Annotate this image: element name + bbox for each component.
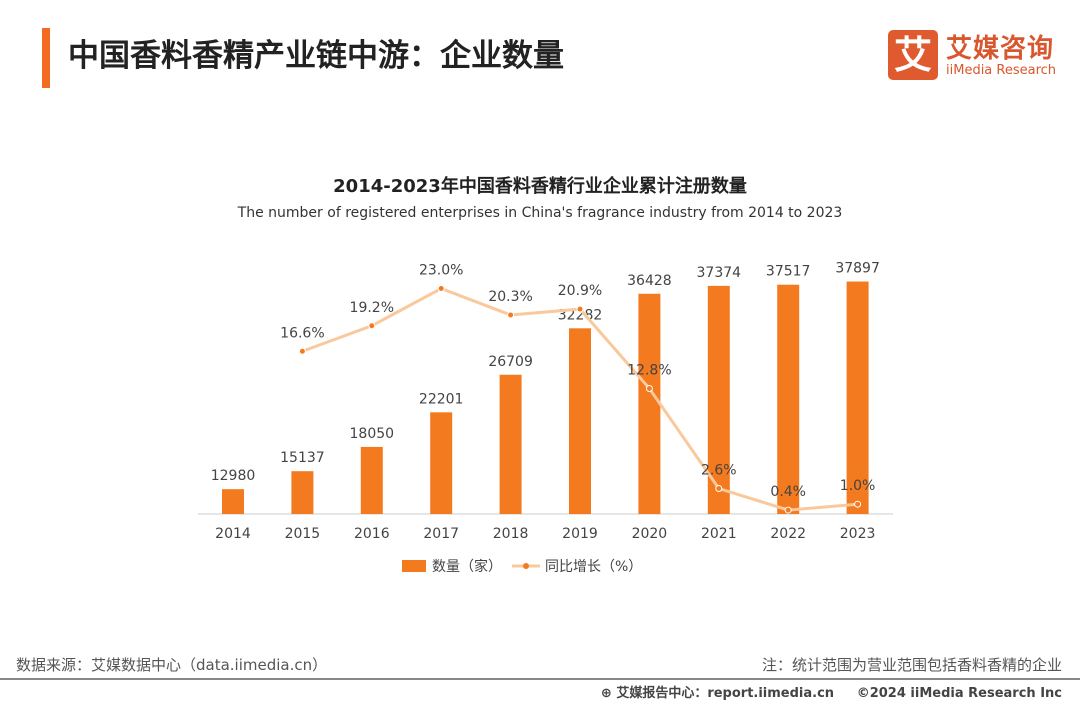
x-tick-2019: 2019 [562,526,598,542]
growth-label-2019: 20.9% [558,283,602,299]
bar-label-2015: 15137 [280,450,325,466]
growth-label-2016: 19.2% [350,300,394,316]
bar-label-2020: 36428 [627,273,672,289]
x-tick-2018: 2018 [493,526,529,542]
bar-label-2022: 37517 [766,264,811,280]
growth-point-2015 [298,347,306,355]
title-accent-bar [42,28,50,88]
legend-bar-swatch [402,560,426,572]
legend-line-marker [523,563,529,569]
x-tick-2023: 2023 [840,526,876,542]
data-source: 数据来源：艾媒数据中心（data.iimedia.cn） [16,656,328,674]
growth-label-2020: 12.8% [627,363,671,379]
growth-point-2020 [645,385,653,393]
legend-line-label: 同比增长（%） [545,559,642,575]
page-title: 中国香料香精产业链中游：企业数量 [68,38,564,74]
bar-label-2014: 12980 [211,468,256,484]
note: 注：统计范围为营业范围包括香料香精的企业 [761,656,1062,674]
legend-bar-label: 数量（家） [432,558,502,575]
chart-title: 2014-2023年中国香料香精行业企业累计注册数量 [333,176,747,197]
bar-label-2018: 26709 [488,354,533,370]
x-tick-2022: 2022 [770,526,806,542]
globe-icon: ⊕ [600,686,617,701]
bar-2017 [430,412,453,514]
x-tick-2016: 2016 [354,526,390,542]
logo-cn: 艾媒咨询 [946,34,1055,64]
bar-2019 [569,328,591,514]
chart-subtitle: The number of registered enterprises in … [237,205,843,221]
growth-label-2015: 16.6% [280,325,324,341]
bar-2023 [846,281,869,514]
bar-label-2023: 37897 [835,261,880,277]
x-tick-2020: 2020 [632,526,668,542]
bar-label-2021: 37374 [697,265,742,281]
bar-2021 [707,285,730,514]
bar-label-2016: 18050 [350,426,395,442]
x-tick-2021: 2021 [701,526,737,542]
x-tick-2014: 2014 [215,526,251,542]
growth-point-2016 [368,322,376,330]
bar-2014 [222,489,244,514]
growth-label-2023: 1.0% [840,478,876,494]
growth-label-2021: 2.6% [701,463,737,479]
x-tick-2017: 2017 [423,526,459,542]
logo: 艾 艾媒咨询 iiMedia Research [888,30,1060,80]
growth-point-2018 [507,311,515,319]
footer: ⊕ 艾媒报告中心：report.iimedia.cn ©2024 iiMedia… [601,682,1062,701]
bar-2016 [360,446,383,514]
divider [0,678,1080,680]
copyright: ©2024 iiMedia Research Inc [856,686,1062,701]
growth-label-2017: 23.0% [419,263,463,279]
chart: 12980 2014 15137 2015 18050 2016 22201 2017 2670… [198,261,893,575]
bar-2020 [638,293,661,514]
growth-point-2023 [854,500,862,508]
growth-point-2019 [576,305,584,313]
bar-label-2017: 22201 [419,391,464,407]
x-tick-2015: 2015 [285,526,321,542]
bar-2018 [499,374,522,514]
growth-point-2017 [437,285,445,293]
bar-2015 [291,471,314,514]
logo-en: iiMedia Research [946,63,1057,78]
report-link[interactable]: 艾媒报告中心：report.iimedia.cn [616,686,835,701]
logo-mark: 艾 [888,30,938,80]
growth-label-2022: 0.4% [770,484,806,500]
bar-2022 [777,284,800,514]
growth-point-2022 [784,506,792,514]
growth-label-2018: 20.3% [488,289,532,305]
growth-point-2021 [715,485,723,493]
